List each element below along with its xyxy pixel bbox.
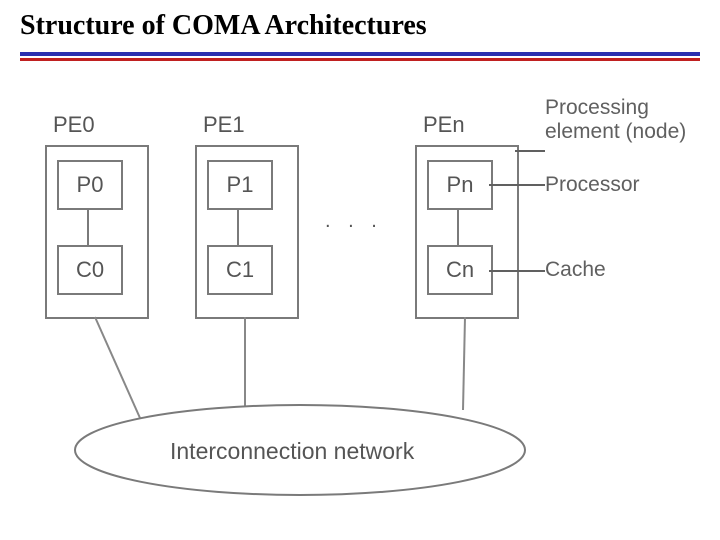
slide: { "title": { "text": "Structure of COMA … bbox=[0, 0, 720, 540]
interconnection-label: Interconnection network bbox=[170, 438, 414, 465]
